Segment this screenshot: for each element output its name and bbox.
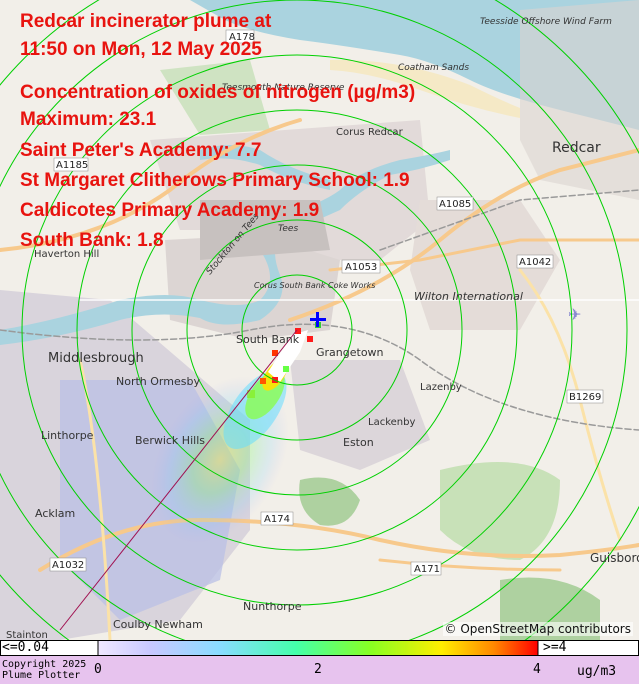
road-label: A178 — [229, 32, 255, 43]
plume-title-line2: 11:50 on Mon, 12 May 2025 — [20, 39, 262, 60]
plus-icon[interactable] — [310, 312, 326, 327]
place-label: Lackenby — [368, 417, 415, 428]
legend-min-label: <=0.04 — [2, 640, 49, 655]
urban-eston — [290, 360, 430, 470]
road-label: A1185 — [56, 160, 88, 171]
receptor-label: South Bank: 1.8 — [20, 230, 164, 251]
receptor-label: Caldicotes Primary Academy: 1.9 — [20, 200, 320, 221]
road-shields: A178 A1185 A1085 A1053 A1042 B1269 A174 … — [49, 29, 604, 576]
colour-scale-bar — [0, 640, 639, 656]
plume-core — [268, 330, 308, 382]
distance-rings — [0, 0, 639, 640]
legend-tick: 2 — [314, 662, 322, 677]
place-label: Guisborough — [590, 551, 639, 565]
place-label: Tees — [278, 224, 298, 234]
road-label: A1085 — [439, 199, 471, 210]
place-label: Teesside Offshore Wind Farm — [480, 17, 612, 27]
concentration-heading: Concentration of oxides of nitrogen (µg/… — [20, 82, 416, 103]
place-label: Grangetown — [316, 346, 384, 359]
osm-attribution[interactable]: © OpenStreetMap contributors — [442, 622, 633, 636]
road-label: A171 — [414, 564, 440, 575]
place-label: Haverton Hill — [34, 249, 99, 260]
place-label: Teesmouth Nature Reserve — [222, 83, 345, 93]
legend-min-box — [0, 640, 98, 656]
place-label: Corus South Bank Coke Works — [254, 281, 375, 290]
place-label: Coulby Newham — [113, 618, 203, 631]
river-tees — [0, 150, 450, 345]
legend-gradient — [98, 640, 538, 656]
place-label: Corus Redcar — [336, 127, 404, 138]
coatham-sands-area — [330, 59, 520, 118]
receptor-label: St Margaret Clitherows Primary School: 1… — [20, 170, 410, 191]
road-label: A1053 — [345, 262, 377, 273]
place-label: Nunthorpe — [243, 600, 302, 613]
copyright-text: Copyright 2025 — [2, 659, 87, 670]
woodland-2 — [440, 462, 560, 560]
coke-works-area — [200, 200, 330, 260]
legend-max-label: >=4 — [543, 640, 567, 655]
legend-unit: ug/m3 — [577, 664, 617, 679]
teesmouth-reserve-area — [160, 60, 270, 135]
place-label: Wilton International — [414, 290, 523, 303]
road-label: A1032 — [52, 560, 84, 571]
place-label: Berwick Hills — [135, 434, 205, 447]
legend-max-box — [538, 640, 639, 656]
place-label: Eston — [343, 436, 374, 449]
place-label: North Ormesby — [116, 375, 200, 388]
tees-channel — [200, 145, 330, 190]
receptor-label: Saint Peter's Academy: 7.7 — [20, 140, 262, 161]
road-label: A1042 — [519, 257, 551, 268]
place-label: South Bank — [236, 333, 300, 346]
place-label: Lazenby — [420, 382, 462, 393]
legend-tick: 4 — [533, 662, 541, 677]
place-label: Coatham Sands — [398, 63, 469, 73]
place-label: Linthorpe — [41, 429, 94, 442]
place-label: Middlesbrough — [48, 351, 144, 366]
legend-tick: 0 — [94, 662, 102, 677]
urban-redcar — [520, 0, 639, 200]
place-label: Redcar — [552, 140, 601, 156]
plume-title-line1: Redcar incinerator plume at — [20, 11, 272, 32]
airport-icon: ✈ — [568, 305, 581, 324]
place-label: Acklam — [35, 507, 75, 520]
maximum-value: Maximum: 23.1 — [20, 109, 157, 130]
road-label: A174 — [264, 514, 290, 525]
road-label: B1269 — [569, 392, 601, 403]
legend: <=0.04 >=4 0 2 4 ug/m3 Copyright 2025 Pl… — [0, 640, 639, 684]
place-label: Stainton — [6, 630, 48, 640]
app-name: Plume Plotter — [2, 670, 81, 681]
woodland-1 — [299, 477, 360, 526]
wind-direction-line — [59, 329, 298, 631]
